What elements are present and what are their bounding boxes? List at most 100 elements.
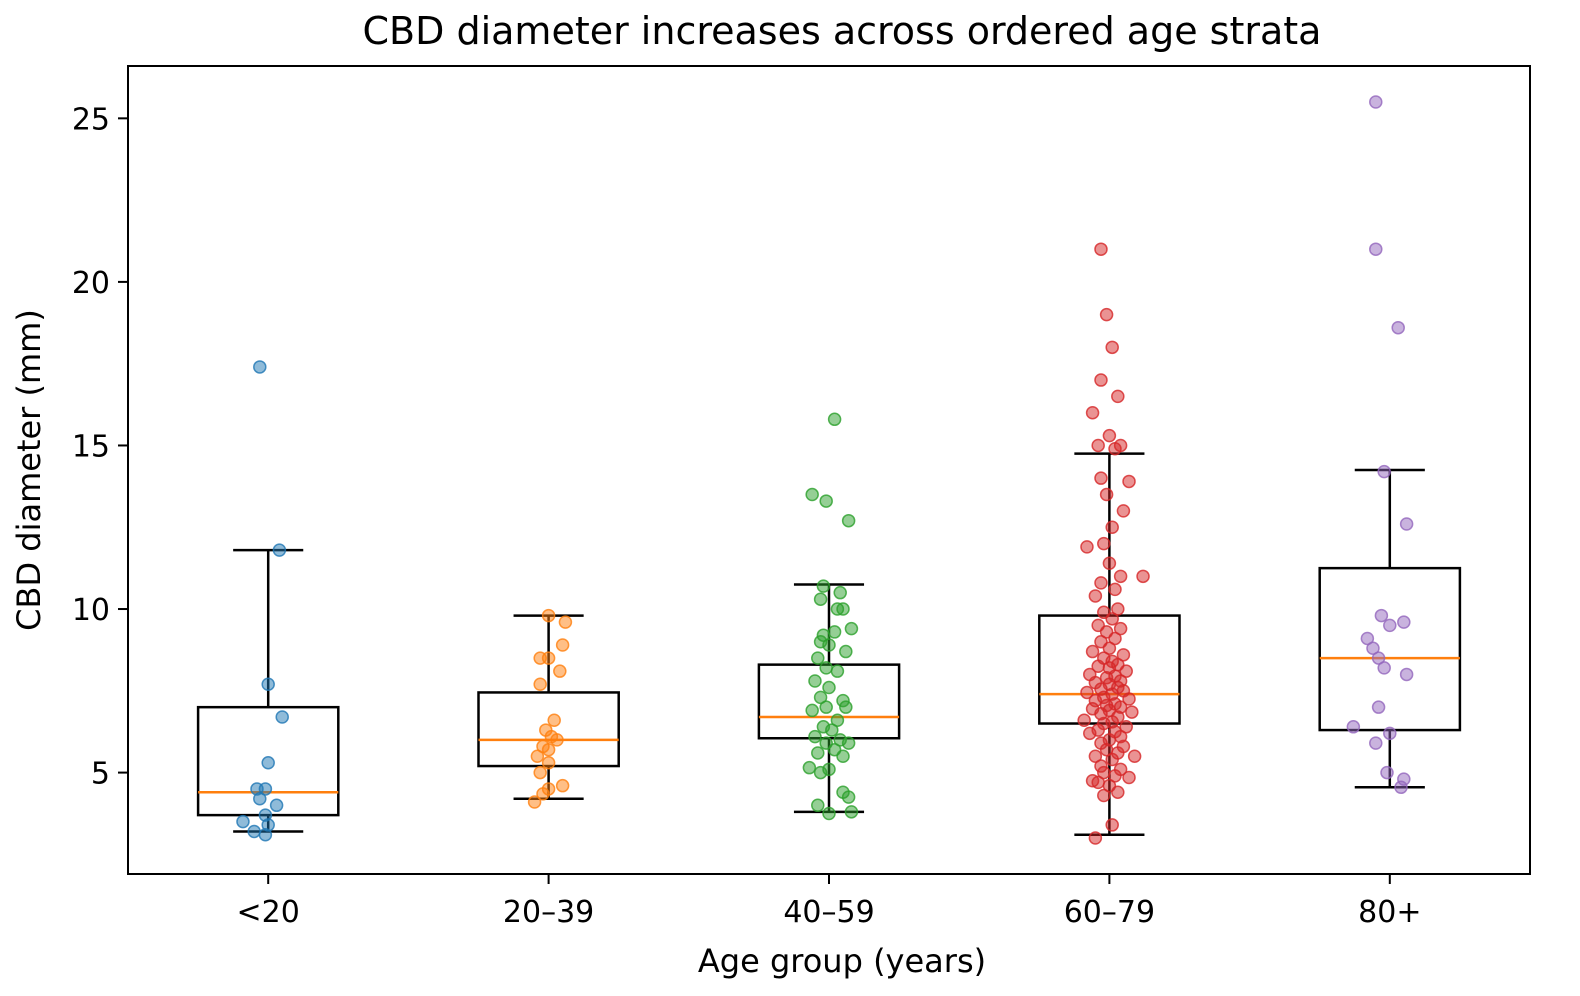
data-point (1088, 749, 1103, 763)
data-point (1346, 720, 1361, 734)
data-point (811, 798, 825, 813)
data-point (1102, 641, 1117, 656)
data-point (1397, 615, 1411, 629)
data-point (1108, 441, 1122, 456)
data-point (1125, 705, 1139, 719)
data-point (836, 749, 850, 763)
data-point (253, 792, 267, 806)
data-point (822, 638, 836, 652)
data-point (1088, 831, 1103, 845)
x-tick-label: 20–39 (503, 895, 594, 930)
data-point (1102, 556, 1117, 570)
data-point (805, 703, 819, 718)
data-point (1111, 602, 1125, 616)
x-axis-label: Age group (years) (698, 942, 986, 980)
y-tick-label: 25 (72, 102, 110, 137)
data-point (261, 756, 275, 770)
data-point (1097, 536, 1111, 551)
y-tick-label: 20 (72, 266, 110, 301)
data-point (533, 677, 547, 692)
data-point (558, 615, 573, 629)
points-group-1 (236, 360, 289, 842)
data-point (1369, 242, 1383, 256)
data-point (1377, 464, 1391, 479)
data-point (808, 674, 822, 688)
data-point (1085, 406, 1100, 420)
points-group-2 (527, 608, 573, 809)
data-point (819, 661, 833, 675)
data-point (1116, 504, 1131, 518)
data-point (553, 664, 567, 678)
data-point (1371, 700, 1386, 714)
data-point (258, 827, 273, 842)
data-point (1097, 788, 1111, 803)
data-point (825, 723, 839, 737)
data-point (236, 814, 250, 829)
data-point (1099, 487, 1114, 502)
data-point (1105, 612, 1119, 626)
data-point (1136, 569, 1150, 584)
data-point (1094, 242, 1108, 256)
data-point (1122, 770, 1136, 785)
data-point (1105, 818, 1119, 832)
data-point (1399, 667, 1414, 682)
data-point (819, 494, 833, 508)
data-point (275, 710, 289, 724)
data-point (536, 787, 550, 801)
data-point (811, 651, 825, 665)
data-point (830, 713, 845, 728)
data-point (547, 713, 561, 728)
data-point (1105, 340, 1119, 355)
data-point (1377, 661, 1391, 675)
data-point (1088, 589, 1103, 603)
data-point (811, 746, 825, 760)
data-point (1080, 685, 1094, 700)
data-point (827, 412, 842, 427)
data-point (541, 608, 556, 623)
data-point (1108, 769, 1122, 783)
data-point (827, 625, 842, 639)
data-point (1102, 428, 1117, 443)
data-point (530, 749, 545, 763)
data-point (1108, 631, 1122, 646)
data-point (1380, 765, 1394, 780)
data-point (533, 765, 547, 780)
data-point (541, 756, 556, 770)
data-point (813, 765, 828, 780)
data-point (822, 680, 836, 695)
data-point (1105, 752, 1119, 767)
data-point (1083, 726, 1097, 741)
data-point (1085, 644, 1100, 659)
data-point (816, 579, 831, 593)
data-point (1383, 726, 1397, 741)
data-point (1360, 631, 1375, 646)
data-point (1094, 373, 1108, 387)
data-point (839, 644, 853, 659)
data-point (844, 805, 859, 819)
data-point (808, 729, 822, 744)
data-point (1391, 320, 1405, 335)
data-point (261, 677, 275, 692)
data-point (833, 585, 847, 600)
data-point (805, 487, 819, 502)
y-axis-label: CBD diameter (mm) (10, 309, 48, 631)
axes: 5 10 15 20 25 <20 20–39 40–59 60–79 80+ (72, 102, 1422, 930)
data-point (1113, 621, 1128, 636)
data-point (1091, 438, 1105, 453)
data-point (541, 651, 556, 665)
points-group-5 (1346, 95, 1414, 795)
x-tick-label: 80+ (1358, 895, 1421, 930)
data-point (1371, 651, 1386, 665)
data-point (822, 806, 836, 821)
data-point (541, 742, 556, 757)
data-point (527, 795, 542, 809)
data-point (802, 760, 817, 775)
x-tick-label: 60–79 (1064, 895, 1155, 930)
data-point (841, 790, 856, 804)
data-point (1119, 664, 1133, 678)
points-group-3 (802, 412, 859, 821)
data-point (555, 778, 570, 793)
data-point (1383, 618, 1397, 633)
data-point (1394, 780, 1408, 795)
